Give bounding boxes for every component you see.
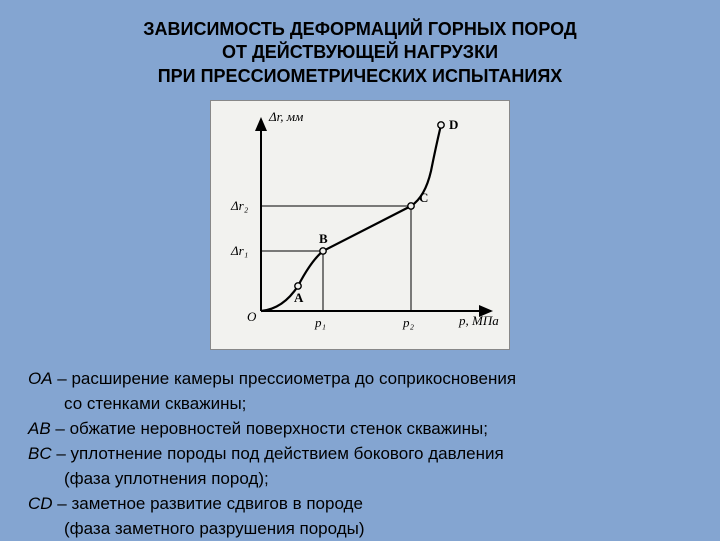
svg-text:p₁: p₁ [314, 315, 326, 330]
svg-text:B: B [319, 231, 328, 246]
legend-row: (фаза заметного разрушения породы) [28, 518, 692, 541]
chart-container: A B C D Δr, мм p, МПа Op₁ p₂ Δr₁ Δr₂ [28, 100, 692, 350]
svg-text:Δr₂: Δr₂ [230, 198, 249, 213]
legend-row: CD – заметное развитие сдвигов в породе [28, 493, 692, 516]
legend-row: OA – расширение камеры прессиометра до с… [28, 368, 692, 391]
legend-text: – заметное развитие сдвигов в породе [53, 494, 363, 513]
legend-row: BC – уплотнение породы под действием бок… [28, 443, 692, 466]
legend-row: (фаза уплотнения пород); [28, 468, 692, 491]
legend-text: со стенками скважины; [64, 394, 246, 413]
svg-text:O: O [247, 309, 257, 324]
title-line-1: ЗАВИСИМОСТЬ ДЕФОРМАЦИЙ ГОРНЫХ ПОРОД [28, 18, 692, 41]
legend-segment: AB [28, 419, 51, 438]
title-line-3: ПРИ ПРЕССИОМЕТРИЧЕСКИХ ИСПЫТАНИЯХ [28, 65, 692, 88]
legend-text: – расширение камеры прессиометра до сопр… [53, 369, 517, 388]
legend-text: (фаза заметного разрушения породы) [64, 519, 365, 538]
deformation-chart: A B C D Δr, мм p, МПа Op₁ p₂ Δr₁ Δr₂ [210, 100, 510, 350]
legend-row: со стенками скважины; [28, 393, 692, 416]
svg-text:Δr₁: Δr₁ [230, 243, 248, 258]
title-line-2: ОТ ДЕЙСТВУЮЩЕЙ НАГРУЗКИ [28, 41, 692, 64]
legend-text: (фаза уплотнения пород); [64, 469, 269, 488]
legend-segment: BC [28, 444, 52, 463]
legend-text: – уплотнение породы под действием боково… [52, 444, 504, 463]
legend-segment: CD [28, 494, 53, 513]
chart-svg: A B C D Δr, мм p, МПа Op₁ p₂ Δr₁ Δr₂ [211, 101, 511, 351]
svg-text:Δr, мм: Δr, мм [268, 109, 303, 124]
svg-text:p₂: p₂ [402, 315, 415, 330]
svg-text:p, МПа: p, МПа [458, 313, 499, 328]
page-title: ЗАВИСИМОСТЬ ДЕФОРМАЦИЙ ГОРНЫХ ПОРОД ОТ Д… [28, 18, 692, 88]
legend-segment: OA [28, 369, 53, 388]
svg-text:A: A [294, 290, 304, 305]
svg-text:C: C [419, 190, 428, 205]
legend: OA – расширение камеры прессиометра до с… [28, 368, 692, 541]
legend-row: AB – обжатие неровностей поверхности сте… [28, 418, 692, 441]
svg-text:D: D [449, 117, 458, 132]
legend-text: – обжатие неровностей поверхности стенок… [51, 419, 488, 438]
